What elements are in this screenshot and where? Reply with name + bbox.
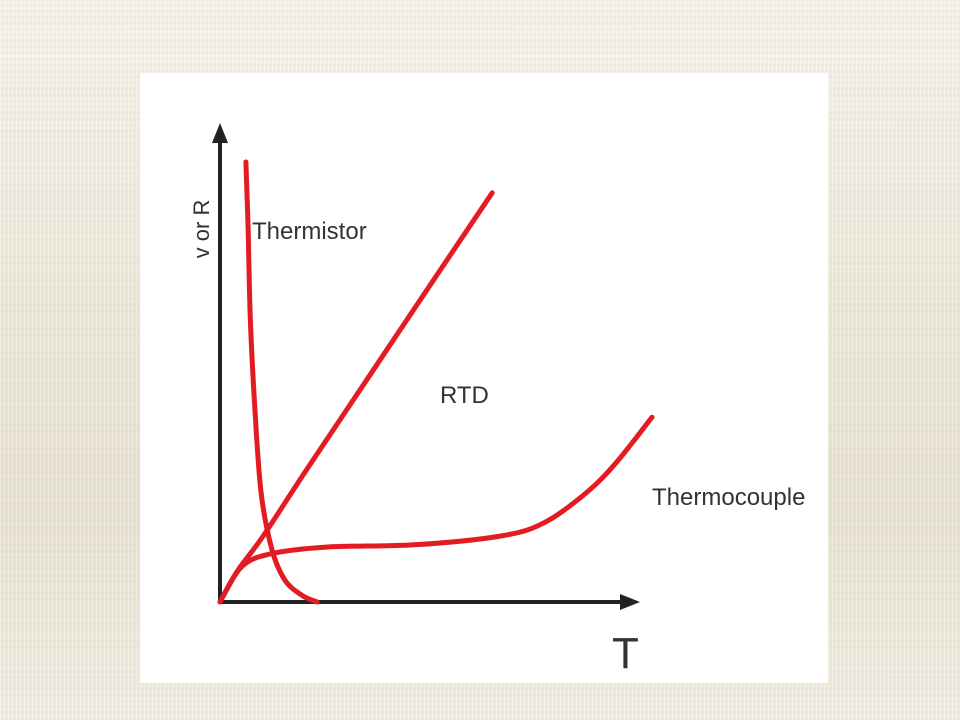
series-label-rtd: RTD xyxy=(440,382,489,409)
x-axis-label: T xyxy=(612,629,639,678)
series-label-thermocouple: Thermocouple xyxy=(652,484,805,511)
series-layer xyxy=(217,159,655,605)
y-axis-label: v or R xyxy=(189,200,214,259)
y-axis-arrow xyxy=(212,123,228,143)
series-label-thermistor: Thermistor xyxy=(252,218,367,245)
series-line-thermocouple xyxy=(217,414,655,605)
chart: T v or R Thermistor RTD Thermocouple xyxy=(189,123,805,678)
series-line-thermistor xyxy=(243,159,320,605)
x-axis-arrow xyxy=(620,594,640,610)
chart-panel: T v or R Thermistor RTD Thermocouple xyxy=(140,73,828,683)
